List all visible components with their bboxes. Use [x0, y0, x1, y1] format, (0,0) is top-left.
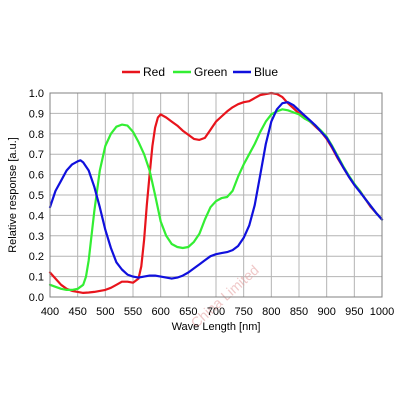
y-tick-label: 0.5 — [29, 190, 44, 202]
x-tick-label: 550 — [124, 306, 142, 318]
x-tick-label: 900 — [317, 306, 335, 318]
legend-label-red: Red — [143, 65, 165, 79]
x-tick-label: 750 — [234, 306, 252, 318]
series-line-blue — [48, 101, 384, 280]
x-tick-label: 700 — [207, 306, 225, 318]
legend-label-green: Green — [194, 65, 227, 79]
y-tick-label: 0.8 — [29, 129, 44, 141]
x-tick-labels: 400 450 500 550 600 650 700 750 800 850 900 950 1000 — [41, 306, 394, 318]
y-tick-label: 0.9 — [29, 108, 44, 120]
x-tick-label: 950 — [345, 306, 363, 318]
y-axis-title: Relative response [a.u.] — [7, 137, 19, 253]
y-tick-label: 0.7 — [29, 149, 44, 161]
y-tick-label: 0.3 — [29, 231, 44, 243]
y-tick-label: 0.1 — [29, 272, 44, 284]
series-layer — [48, 91, 384, 294]
y-tick-label: 0.6 — [29, 170, 44, 182]
x-tick-label: 1000 — [370, 306, 394, 318]
y-tick-labels: 0.0 0.1 0.2 0.3 0.4 0.5 0.6 0.7 0.8 0.9 1.0 — [29, 88, 44, 304]
x-tick-label: 500 — [96, 306, 114, 318]
legend: Red Green Blue — [122, 65, 278, 79]
x-tick-label: 850 — [290, 306, 308, 318]
legend-label-blue: Blue — [254, 65, 278, 79]
y-tick-label: 0.0 — [29, 292, 44, 304]
x-tick-label: 450 — [68, 306, 86, 318]
x-tick-label: 650 — [179, 306, 197, 318]
x-tick-label: 800 — [262, 306, 280, 318]
x-tick-label: 400 — [41, 306, 59, 318]
y-tick-label: 0.2 — [29, 251, 44, 263]
x-tick-label: 600 — [151, 306, 169, 318]
y-tick-label: 0.4 — [29, 210, 44, 222]
x-axis-title: Wave Length [nm] — [172, 321, 261, 333]
plot-frame — [49, 92, 383, 298]
y-tick-label: 1.0 — [29, 88, 44, 100]
